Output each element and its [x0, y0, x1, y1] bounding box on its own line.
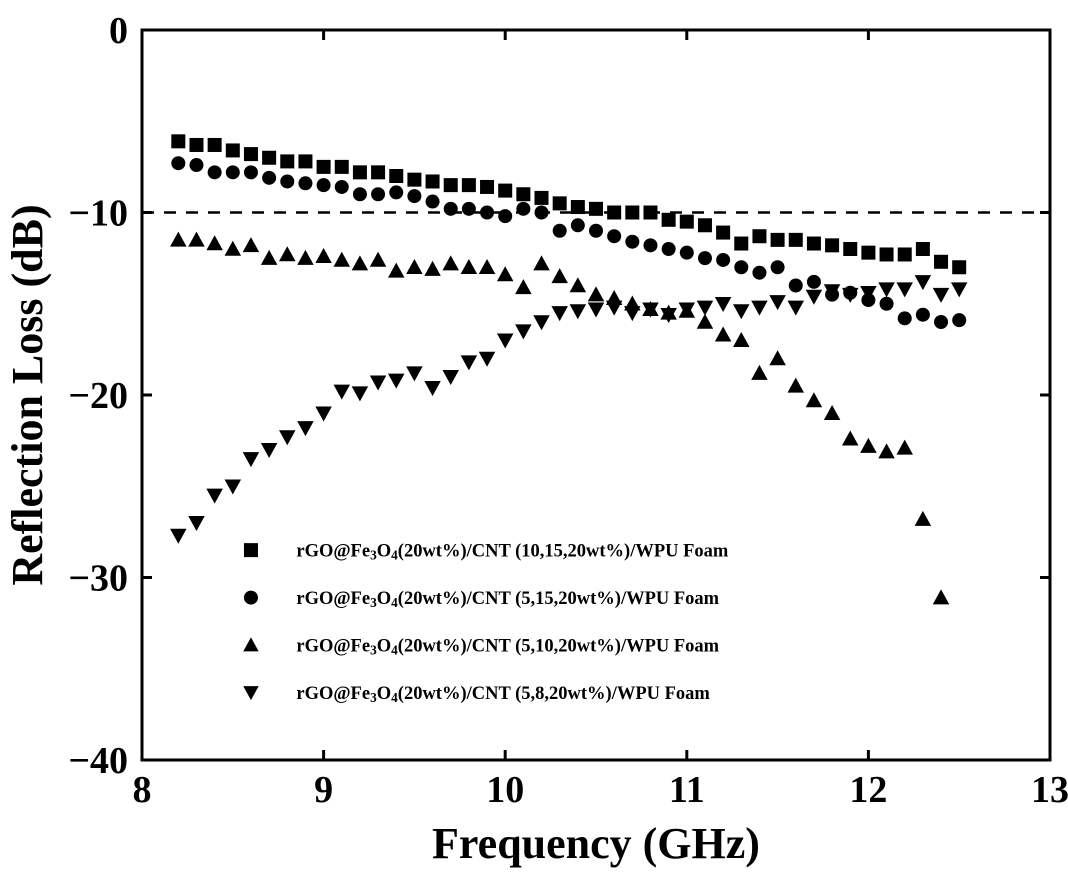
legend-label: rGO@Fe3O4(20wt%)/CNT (5,8,20wt%)/WPU Foa…	[296, 684, 710, 705]
x-tick-label: 12	[849, 769, 887, 811]
y-tick-label: −30	[68, 558, 128, 600]
x-tick-label: 9	[314, 769, 333, 811]
x-tick-label: 13	[1031, 769, 1068, 811]
x-tick-label: 8	[133, 769, 152, 811]
legend-label: rGO@Fe3O4(20wt%)/CNT (5,10,20wt%)/WPU Fo…	[296, 637, 719, 658]
y-tick-label: −40	[68, 740, 128, 782]
x-tick-label: 11	[669, 769, 705, 811]
chart-container: 8 9 10 11 12 13 −40 −30 −20 −10 0 Frequency (GHz) Re…	[0, 0, 1068, 873]
reflection-loss-chart: 8 9 10 11 12 13 −40 −30 −20 −10 0 Frequency (GHz) Re…	[0, 0, 1068, 873]
y-tick-label: −10	[68, 193, 128, 235]
x-tick-label: 10	[486, 769, 524, 811]
legend-label: rGO@Fe3O4(20wt%)/CNT (10,15,20wt%)/WPU F…	[296, 542, 729, 563]
y-axis-label: Reflection Loss (dB)	[3, 204, 52, 585]
y-tick-label: 0	[109, 10, 128, 52]
x-axis-label: Frequency (GHz)	[432, 819, 760, 868]
y-tick-label: −20	[68, 375, 128, 417]
legend-label: rGO@Fe3O4(20wt%)/CNT (5,15,20wt%)/WPU Fo…	[296, 589, 719, 610]
